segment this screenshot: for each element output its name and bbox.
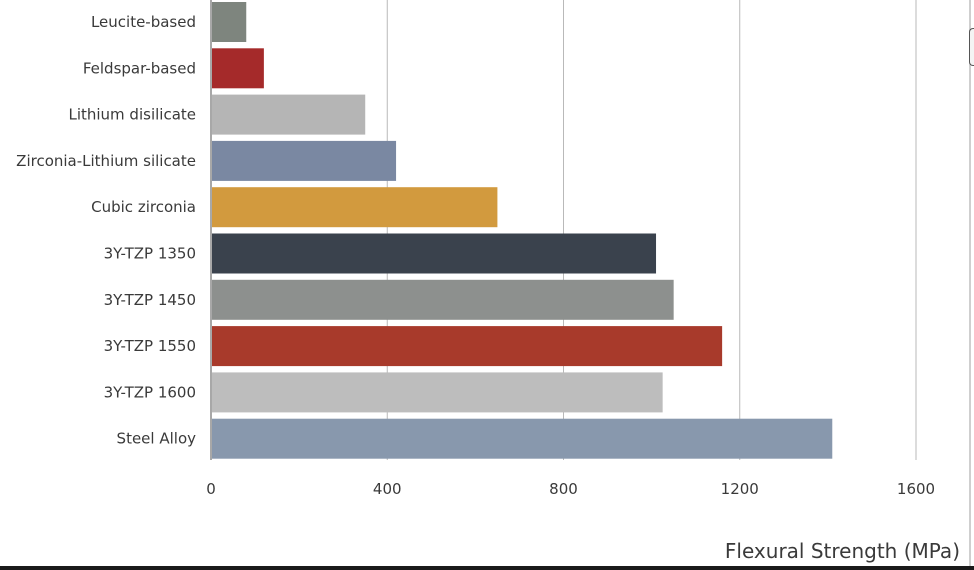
bar (212, 94, 366, 135)
category-labels: Leucite-based Feldspar-based Lithium disil… (16, 13, 196, 448)
bars (212, 2, 833, 459)
bottom-border (0, 566, 974, 570)
category-label: 3Y-TZP 1550 (104, 337, 196, 355)
category-label: Feldspar-based (83, 59, 196, 77)
category-label: 3Y-TZP 1450 (104, 291, 196, 309)
category-label: Lithium disilicate (68, 106, 196, 124)
x-tick-label: 1200 (721, 480, 759, 498)
bar (212, 187, 498, 228)
x-axis-title: Flexural Strength (MPa) (725, 539, 960, 563)
bar (212, 140, 397, 181)
x-tick-label: 1600 (897, 480, 935, 498)
bar (212, 326, 723, 367)
category-label: Cubic zirconia (91, 198, 196, 216)
category-label: Leucite-based (91, 13, 196, 31)
x-tick-label: 400 (373, 480, 402, 498)
category-label: Steel Alloy (117, 430, 197, 448)
x-tick-label: 800 (549, 480, 578, 498)
x-tick-labels: 0 400 800 1200 1600 (206, 480, 935, 498)
x-tick-label: 0 (206, 480, 216, 498)
category-label: 3Y-TZP 1600 (104, 383, 196, 401)
bar (212, 418, 833, 459)
bar (212, 233, 657, 274)
category-label: Zirconia-Lithium silicate (16, 152, 196, 170)
bar (212, 48, 264, 89)
bar (212, 372, 663, 413)
window-edge (969, 0, 971, 566)
bar (212, 279, 674, 320)
scroll-handle[interactable] (969, 28, 974, 66)
bar (212, 2, 247, 42)
category-label: 3Y-TZP 1350 (104, 245, 196, 263)
